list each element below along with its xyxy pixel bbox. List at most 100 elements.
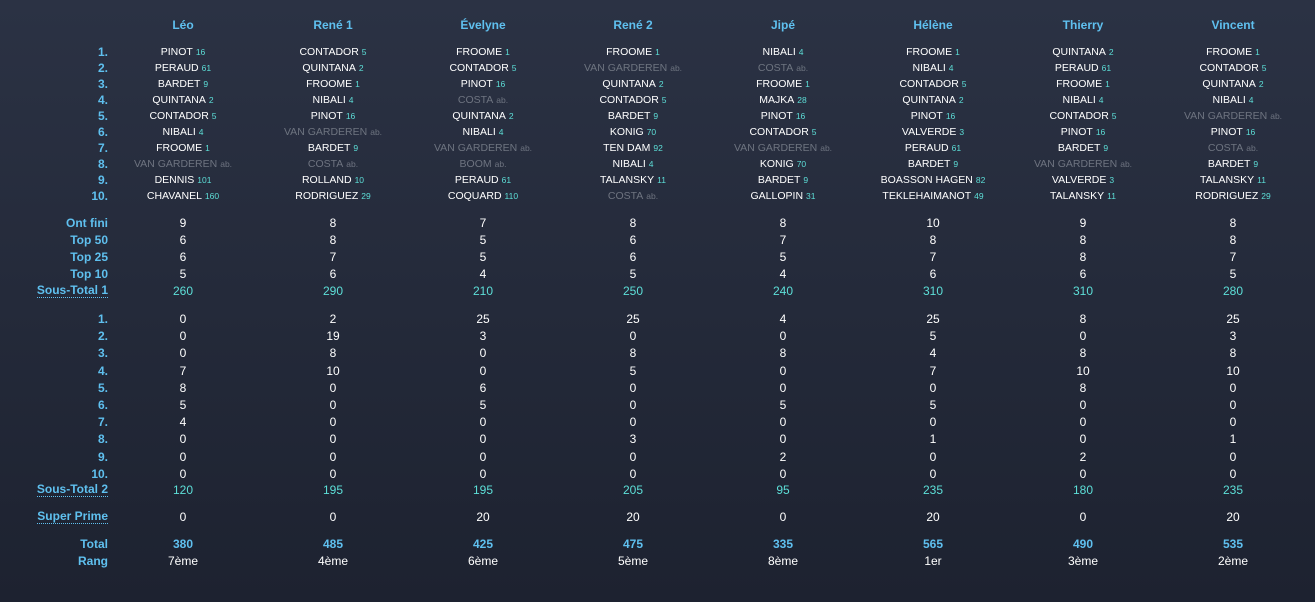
stage-points-value: 4 — [179, 415, 187, 430]
top10-value: 4 — [479, 267, 487, 281]
rider-name: NIBALI — [762, 46, 796, 58]
rider-name: QUINTANA — [602, 78, 656, 90]
rider-pick: COSTA ab. — [308, 157, 358, 172]
rang-label: Rang — [78, 554, 108, 568]
rider-number: 5 — [811, 127, 817, 137]
rider-number: 3 — [959, 127, 965, 137]
rider-pick: BARDET 9 — [908, 157, 958, 172]
stage-points-value: 7 — [179, 363, 187, 378]
sous-total-2-value: 195 — [322, 483, 344, 497]
rider-number: 2 — [658, 79, 664, 89]
rider-name: CONTADOR — [599, 94, 659, 106]
rider-name: COSTA — [457, 94, 494, 106]
rider-number: 61 — [951, 143, 962, 153]
stage-points-value: 0 — [179, 329, 187, 344]
rider-name: FROOME — [606, 46, 653, 58]
rider-name: BARDET — [907, 158, 951, 170]
rang-value: 8ème — [767, 554, 799, 568]
rider-number: 16 — [945, 111, 956, 121]
stage-points-value: 25 — [1226, 312, 1240, 326]
rider-pick: BOOM ab. — [460, 157, 507, 172]
rider-name: PERAUD — [154, 62, 199, 74]
stage-points-value: 0 — [629, 415, 637, 430]
super-prime-label[interactable]: Super Prime — [37, 509, 108, 524]
ont-fini-value: 8 — [779, 216, 787, 230]
rider-name: COSTA — [757, 62, 794, 74]
rider-pick: RODRIGUEZ 29 — [295, 189, 370, 204]
stage-points-value: 25 — [626, 312, 640, 326]
stage-points-value: 8 — [779, 346, 787, 361]
top25-value: 7 — [929, 250, 937, 264]
rider-pick: VAN GARDEREN ab. — [434, 141, 532, 156]
top25-value: 7 — [329, 250, 337, 264]
rider-name: BARDET — [1057, 142, 1101, 154]
total-value: 425 — [472, 537, 494, 551]
stage-points-value: 0 — [629, 329, 637, 344]
rider-pick: PINOT 16 — [911, 109, 956, 124]
stage-points-value: 0 — [479, 432, 487, 447]
rider-pick: VAN GARDEREN ab. — [284, 125, 382, 140]
stage-points-value: 0 — [779, 466, 787, 481]
rider-pick: CONTADOR 5 — [599, 93, 666, 108]
rider-pick: COSTA ab. — [458, 93, 508, 108]
rider-name: PERAUD — [1054, 62, 1099, 74]
rider-pick: FROOME 1 — [906, 45, 960, 60]
rank-label: 4. — [97, 93, 108, 107]
rider-name: COSTA — [607, 190, 644, 202]
rider-name: VAN GARDEREN — [1033, 158, 1118, 170]
rank-label: 9. — [97, 173, 108, 187]
rider-number: 29 — [361, 191, 371, 201]
sous-total-2-label[interactable]: Sous-Total 2 — [36, 482, 108, 497]
rider-pick: VAN GARDEREN ab. — [1184, 109, 1282, 124]
stage-points-value: 0 — [629, 380, 637, 395]
stage-points-value: 25 — [926, 312, 940, 326]
top50-value: 6 — [179, 233, 187, 247]
rider-pick: FROOME 1 — [156, 141, 210, 156]
rider-pick: FROOME 1 — [1206, 45, 1260, 60]
rider-pick: PERAUD 61 — [455, 173, 511, 188]
rider-name: NIBALI — [1062, 94, 1096, 106]
rider-pick: QUINTANA 2 — [452, 109, 513, 124]
rider-pick: VAN GARDEREN ab. — [734, 141, 832, 156]
rider-name: BOOM — [459, 158, 492, 170]
rang-value: 2ème — [1217, 554, 1249, 568]
rider-pick: CHAVANEL 160 — [147, 189, 219, 204]
rider-number: 92 — [653, 143, 663, 153]
rider-number: 28 — [797, 95, 807, 105]
rider-number: 16 — [1245, 127, 1256, 137]
rider-number: ab. — [1120, 159, 1133, 169]
stage-points-value: 3 — [629, 432, 637, 447]
rider-pick: QUINTANA 2 — [602, 77, 663, 92]
top10-value: 6 — [329, 267, 337, 281]
top25-value: 6 — [179, 250, 187, 264]
sous-total-1-value: 310 — [922, 284, 944, 298]
stage-points-value: 0 — [779, 432, 787, 447]
super-prime-value: 20 — [476, 510, 490, 524]
rider-name: PINOT — [160, 46, 193, 58]
stage-points-value: 0 — [929, 466, 937, 481]
stage-points-value: 0 — [1079, 432, 1087, 447]
stage-points-value: 0 — [779, 329, 787, 344]
rider-name: BARDET — [157, 78, 201, 90]
rider-number: 16 — [795, 111, 806, 121]
stage-points-value: 0 — [1079, 329, 1087, 344]
rider-name: ROLLAND — [301, 174, 352, 186]
sous-total-1-label[interactable]: Sous-Total 1 — [36, 283, 108, 298]
rider-pick: KONIG 70 — [760, 157, 806, 172]
rider-name: BARDET — [1207, 158, 1251, 170]
rider-number: ab. — [670, 63, 683, 73]
stage-points-value: 5 — [179, 398, 187, 412]
rider-pick: FROOME 1 — [756, 77, 810, 92]
rider-pick: PINOT 16 — [761, 109, 806, 124]
rider-pick: CONTADOR 5 — [749, 125, 816, 140]
rider-name: TALANSKY — [1200, 174, 1255, 186]
rider-name: PINOT — [1060, 126, 1093, 138]
rider-name: BOASSON HAGEN — [880, 174, 973, 186]
rider-number: 9 — [353, 143, 359, 153]
stage-points-value: 5 — [479, 398, 487, 412]
rider-pick: FROOME 1 — [456, 45, 510, 60]
ont-fini-value: 8 — [1229, 216, 1237, 230]
sous-total-1-value: 280 — [1222, 284, 1244, 298]
stage-points-value: 0 — [479, 346, 487, 361]
